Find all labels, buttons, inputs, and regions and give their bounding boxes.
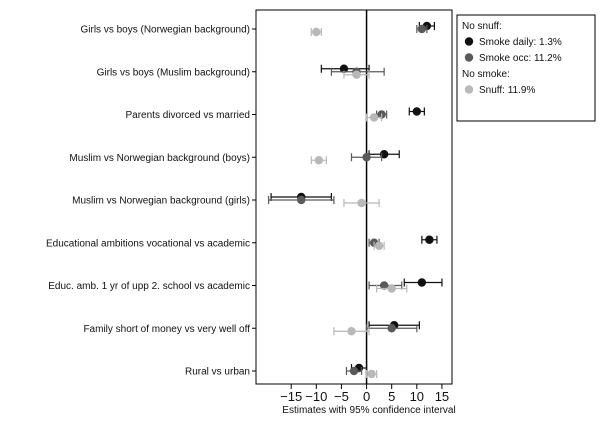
x-tick-label: 10	[410, 389, 424, 404]
estimate-point	[369, 113, 379, 122]
x-tick-label: −10	[305, 389, 327, 404]
estimate-point	[362, 153, 371, 162]
estimate-point	[314, 156, 324, 165]
estimate-point	[297, 195, 306, 205]
estimate-point	[347, 327, 356, 336]
estimate-point	[374, 241, 384, 250]
legend-marker	[464, 37, 474, 46]
category-label: Parents divorced vs married	[126, 110, 251, 121]
legend-heading: No snuff:	[462, 21, 502, 32]
x-tick-label: −15	[280, 389, 302, 404]
legend: No snuff: Smoke daily: 1.3% Smoke occ: 11.…	[456, 14, 596, 122]
category-label: Educational ambitions vocational vs acad…	[46, 238, 250, 249]
estimate-point	[412, 107, 422, 116]
category-label: Girls vs boys (Norwegian background)	[80, 25, 250, 36]
estimate-point	[425, 235, 434, 244]
estimate-point	[387, 324, 396, 333]
legend-heading: No smoke:	[462, 69, 510, 80]
x-tick-label: 5	[388, 389, 395, 404]
plot-area	[255, 9, 453, 385]
category-label: Muslim vs Norwegian background (boys)	[69, 153, 250, 164]
category-label: Girls vs boys (Muslim background)	[97, 67, 250, 78]
legend-entry: Snuff: 11.9%	[479, 85, 535, 96]
estimate-point	[417, 278, 427, 287]
plot-frame	[255, 9, 453, 385]
estimate-point	[349, 366, 359, 376]
estimate-point	[367, 369, 376, 379]
estimate-point	[357, 198, 366, 208]
category-labels: Girls vs boys (Norwegian background) Girl…	[46, 25, 256, 378]
category-label: Rural vs urban	[185, 367, 250, 378]
legend-marker	[464, 53, 474, 62]
category-label: Family short of money vs very well off	[83, 324, 250, 335]
category-label: Muslim vs Norwegian background (girls)	[72, 196, 250, 207]
x-tick-label: 0	[363, 389, 370, 404]
estimate-point	[387, 284, 396, 293]
estimate-point	[312, 27, 321, 37]
x-tick-label: −5	[334, 389, 349, 404]
legend-entry: Smoke occ: 11.2%	[479, 53, 562, 64]
estimate-point	[417, 24, 427, 34]
category-label: Educ. amb. 1 yr of upp 2. school vs acad…	[48, 281, 250, 292]
estimate-point	[352, 70, 361, 79]
x-axis-label: Estimates with 95% confidence interval	[282, 405, 455, 416]
estimate-point	[379, 281, 389, 290]
legend-marker	[464, 85, 474, 94]
estimate-point	[339, 64, 349, 73]
x-tick-label: 15	[435, 389, 449, 404]
legend-entry: Smoke daily: 1.3%	[479, 37, 562, 48]
x-axis: −15 −10 −5 0 5 10 15	[280, 384, 449, 404]
legend-box	[456, 14, 596, 122]
